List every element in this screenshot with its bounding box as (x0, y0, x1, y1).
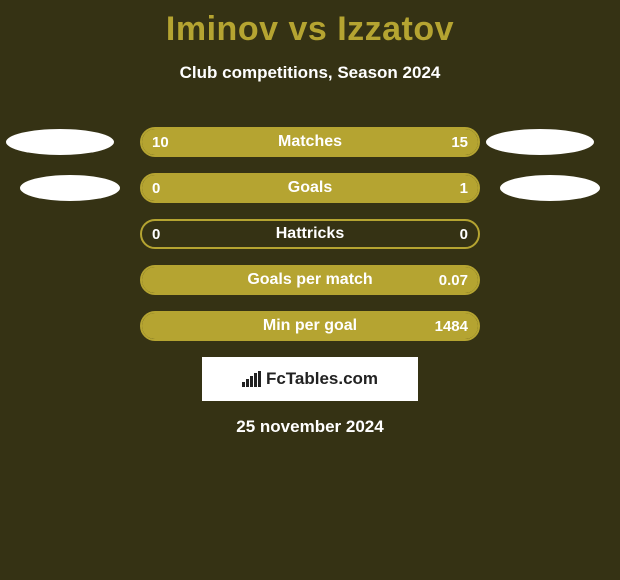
logo-text: FcTables.com (266, 369, 378, 389)
stat-value-left: 0 (152, 221, 160, 247)
stat-label: Hattricks (276, 225, 344, 243)
ellipse-right (486, 129, 594, 155)
stat-label: Goals (288, 179, 332, 197)
stat-value-right: 1484 (435, 313, 468, 339)
stat-pill: 10 Matches 15 (140, 127, 480, 157)
stat-pill: 0 Goals 1 (140, 173, 480, 203)
stat-row: Min per goal 1484 (0, 311, 620, 341)
ellipse-left (6, 129, 114, 155)
stat-value-right: 15 (451, 129, 468, 155)
stat-pill: Min per goal 1484 (140, 311, 480, 341)
stat-pill: Goals per match 0.07 (140, 265, 480, 295)
date-label: 25 november 2024 (0, 417, 620, 437)
stat-pill: 0 Hattricks 0 (140, 219, 480, 249)
stat-label: Min per goal (263, 317, 357, 335)
logo-box[interactable]: FcTables.com (202, 357, 418, 401)
ellipse-right (500, 175, 600, 201)
stat-value-left: 10 (152, 129, 169, 155)
page-title: Iminov vs Izzatov (0, 0, 620, 49)
subtitle: Club competitions, Season 2024 (0, 63, 620, 83)
stat-value-right: 1 (460, 175, 468, 201)
stat-row: 10 Matches 15 (0, 127, 620, 157)
stat-value-left: 0 (152, 175, 160, 201)
stat-label: Goals per match (247, 271, 372, 289)
stat-value-right: 0 (460, 221, 468, 247)
stat-value-right: 0.07 (439, 267, 468, 293)
bars-icon (242, 371, 262, 387)
stat-label: Matches (278, 133, 342, 151)
ellipse-left (20, 175, 120, 201)
stats-container: 10Matches150Goals10Hattricks0Goals per m… (0, 127, 620, 341)
stat-row: Goals per match 0.07 (0, 265, 620, 295)
stat-row: 0 Hattricks 0 (0, 219, 620, 249)
stat-row: 0 Goals 1 (0, 173, 620, 203)
logo: FcTables.com (242, 369, 378, 389)
